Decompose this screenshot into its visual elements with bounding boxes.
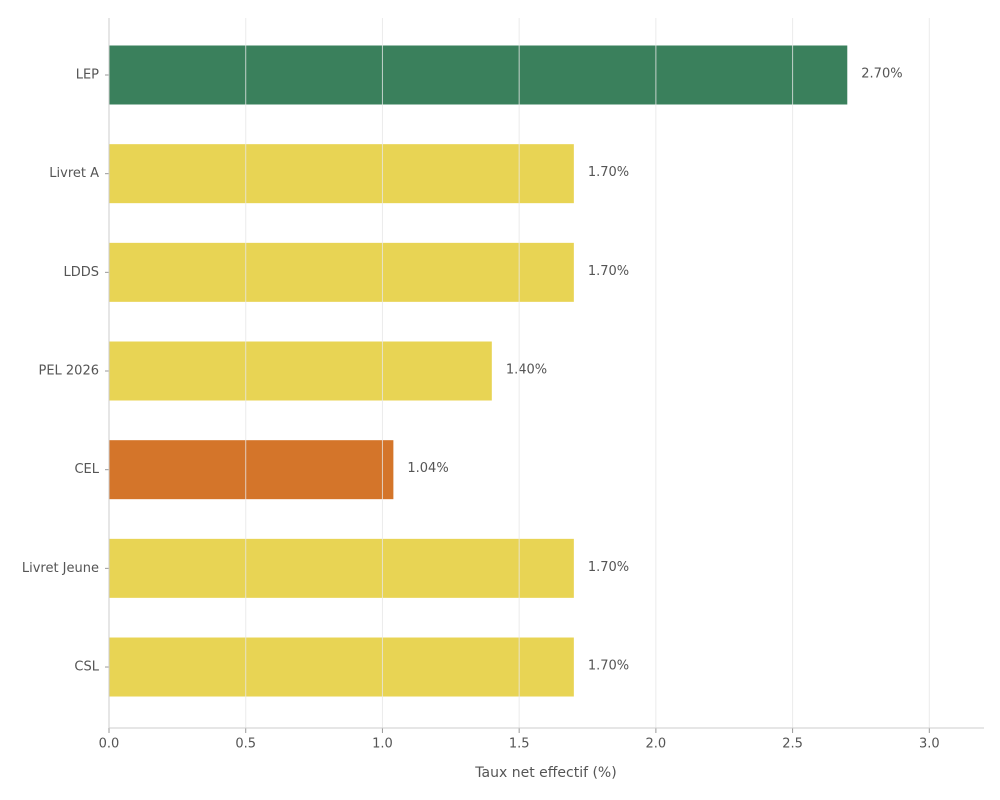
y-tick-label: PEL 2026 [38, 364, 99, 379]
x-axis-label: Taux net effectif (%) [474, 765, 616, 781]
x-tick-label: 3.0 [919, 737, 940, 752]
y-tick-label: CEL [74, 462, 99, 477]
x-tick-label: 2.5 [782, 737, 803, 752]
x-tick-label: 2.0 [646, 737, 667, 752]
y-tick-label: LEP [76, 68, 99, 83]
y-tick-label: Livret Jeune [22, 561, 99, 576]
bar [109, 341, 492, 401]
x-tick-label: 1.5 [509, 737, 530, 752]
value-label: 2.70% [861, 67, 902, 82]
x-tick-label: 0.5 [235, 737, 256, 752]
y-tick-label: Livret A [49, 166, 99, 181]
bar [109, 242, 574, 302]
bar [109, 440, 394, 500]
bar [109, 538, 574, 598]
bar [109, 45, 848, 105]
value-label: 1.04% [407, 461, 448, 476]
value-label: 1.70% [588, 560, 629, 575]
bar [109, 637, 574, 697]
value-label: 1.40% [506, 363, 547, 378]
bar [109, 144, 574, 204]
x-tick-label: 0.0 [99, 737, 120, 752]
x-tick-label: 1.0 [372, 737, 393, 752]
y-tick-label: LDDS [63, 265, 99, 280]
y-tick-label: CSL [74, 660, 99, 675]
value-label: 1.70% [588, 264, 629, 279]
value-label: 1.70% [588, 659, 629, 674]
value-label: 1.70% [588, 165, 629, 180]
